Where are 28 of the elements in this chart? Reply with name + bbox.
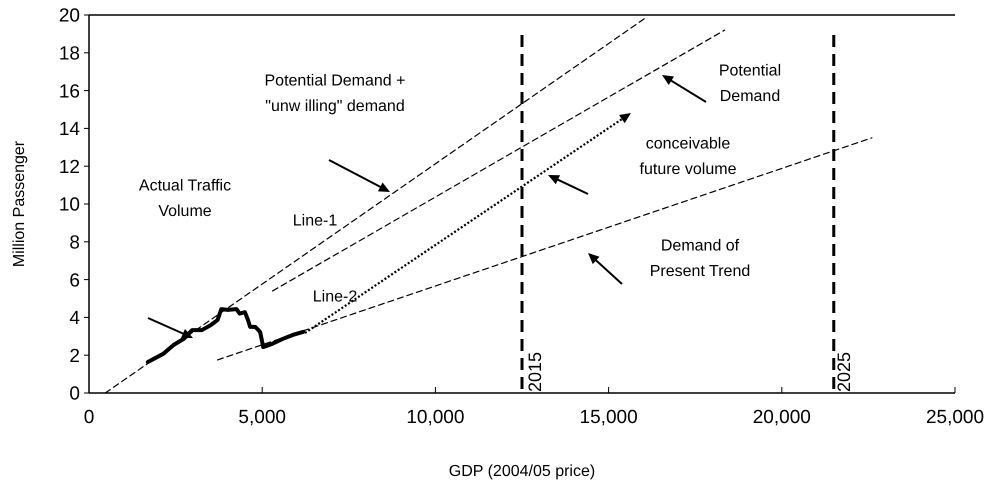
annotation: 2015 [525,352,545,392]
y-tick-label: 10 [58,194,80,216]
y-tick-label: 0 [69,384,80,405]
annotation: Actual Traffic Volume [138,178,232,220]
x-tick-label: 10,000 [406,407,464,428]
y-tick-label: 4 [69,308,80,330]
x-tick-label: 25,000 [926,407,984,428]
y-axis-title: Million Passenger [11,140,28,268]
x-tick-label: 20,000 [752,407,811,428]
y-tick-label: 6 [69,270,80,292]
annotation: conceivable future volume [640,136,737,178]
x-axis-title: GDP (2004/05 price) [448,463,596,480]
x-tick-label: 0 [84,407,94,428]
annotation: Line-1 [292,212,338,230]
annotation: Potential Demand + "unw illing" demand [264,72,406,116]
annotation: Line-2 [312,288,358,306]
annotation: 2025 [834,352,854,392]
y-tick-label: 8 [69,232,80,254]
y-tick-label: 2 [69,346,80,367]
y-tick-label: 20 [58,6,80,27]
x-tick-label: 15,000 [580,407,638,428]
y-tick-label: 12 [58,156,80,178]
annotation: Potential Demand [718,62,782,106]
y-tick-label: 16 [58,81,80,102]
x-tick-label: 5,000 [238,407,286,428]
annotation: Demand of Present Trend [650,238,750,280]
y-tick-label: 14 [58,119,80,140]
y-tick-label: 18 [58,43,80,64]
